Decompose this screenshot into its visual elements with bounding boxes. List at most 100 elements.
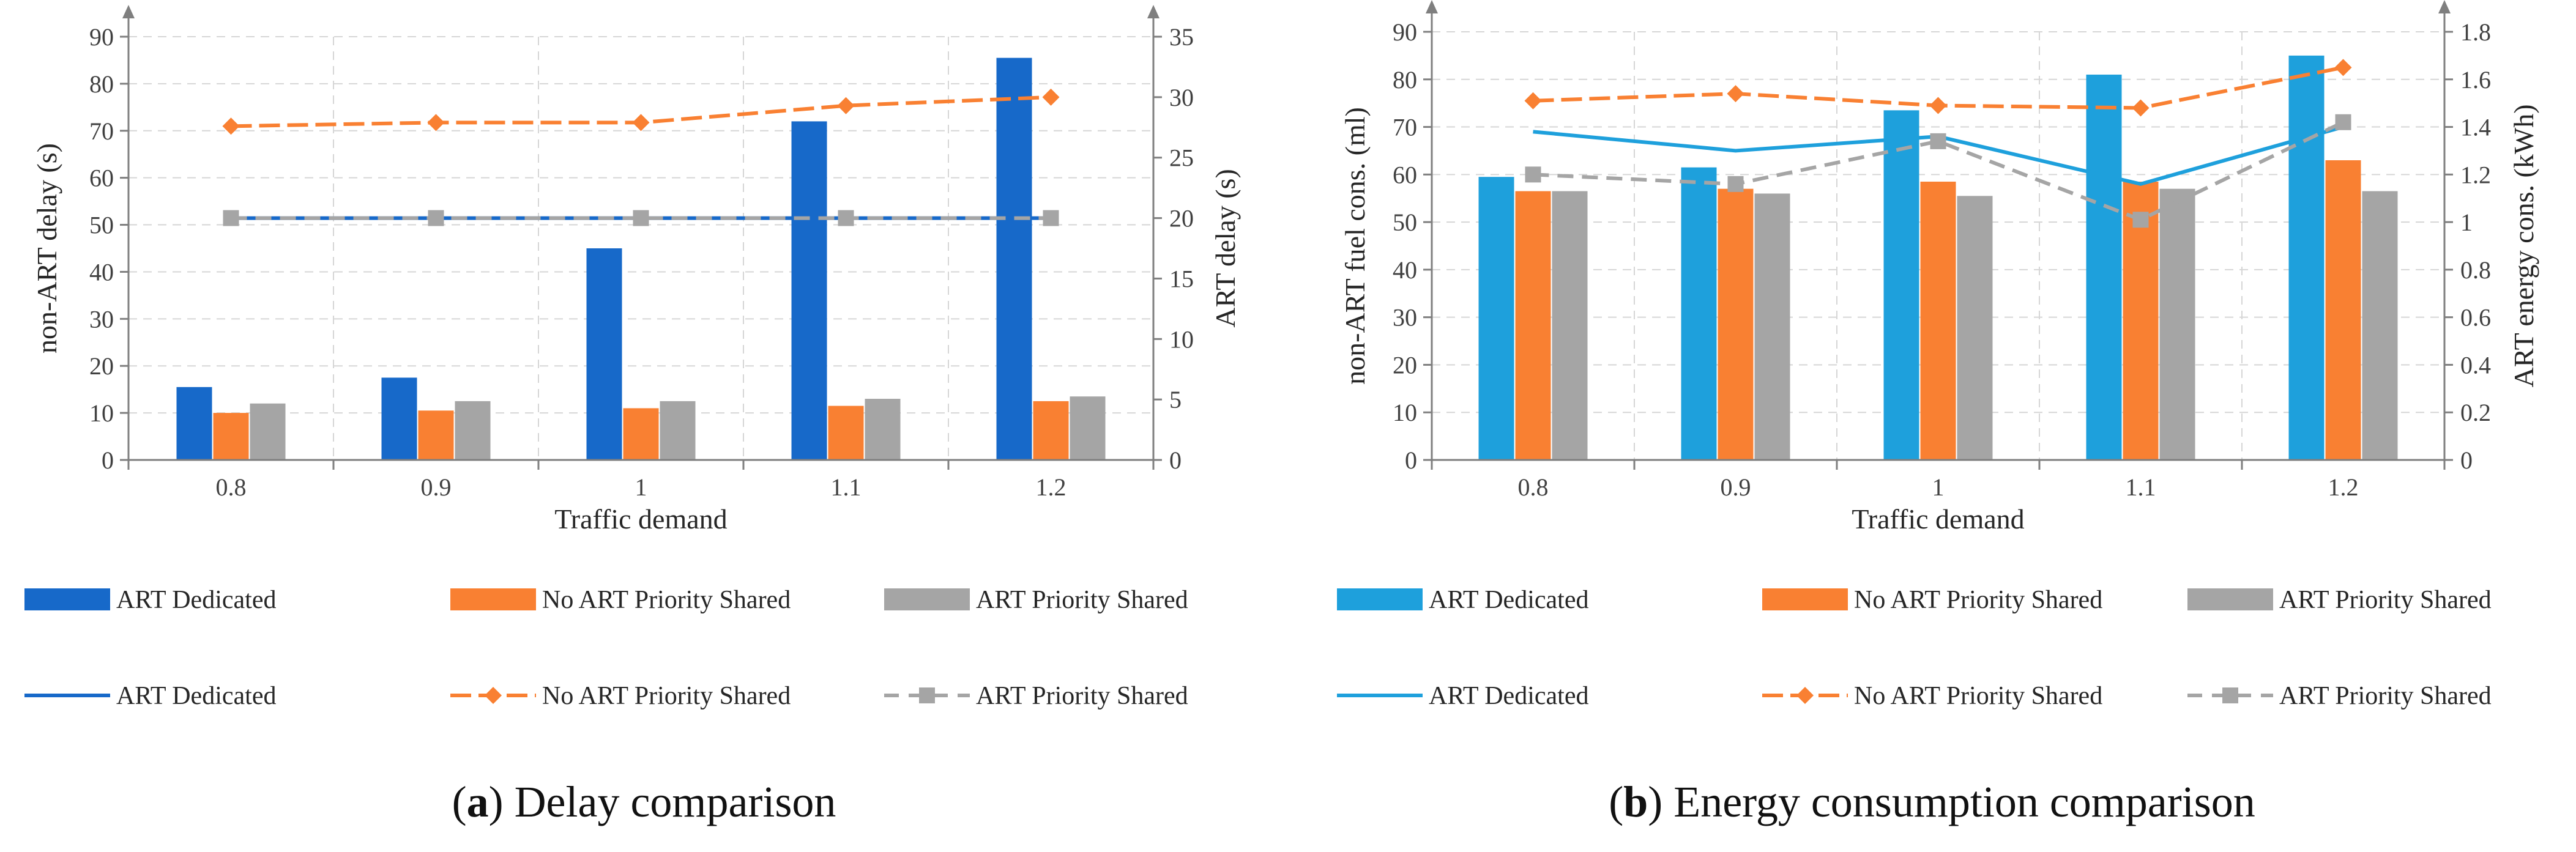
c0-y-tick-label: 60 (89, 165, 114, 192)
c0-bar-dedicated (792, 121, 827, 460)
c0-y2-tick-label: 5 (1169, 386, 1182, 413)
c0-line-no-priority-marker (223, 117, 240, 135)
c0-legend-line-label: ART Priority Shared (976, 682, 1188, 710)
c1-y-tick-label: 80 (1393, 66, 1417, 94)
caption-b-label: b (1623, 777, 1648, 826)
c1-bar-no-priority (1516, 191, 1551, 460)
c0-y-tick-label: 50 (89, 212, 114, 239)
c0-legend-line-label: No ART Priority Shared (542, 682, 791, 710)
c0-legend-bar-swatch (24, 588, 110, 610)
c0-line-no-priority-marker (1043, 89, 1060, 106)
c1-y2-tick-label: 1.4 (2460, 114, 2491, 141)
c1-x-tick-label: 1.2 (2328, 473, 2359, 501)
caption-b-text: Energy consumption comparison (1673, 777, 2255, 826)
c0-bar-no-priority (1033, 401, 1069, 460)
c1-bar-dedicated (1681, 168, 1717, 460)
c1-line-no-priority-marker (2132, 99, 2150, 116)
c1-bar-dedicated (2086, 75, 2122, 460)
c0-y2-axis-arrow-icon (1147, 5, 1160, 18)
c0-legend-bar-swatch (884, 588, 970, 610)
c0-y-tick-label: 80 (89, 70, 114, 98)
caption-a-label: a (467, 777, 489, 826)
c0-legend-bar-swatch (450, 588, 536, 610)
c0-y-tick-label: 0 (102, 446, 114, 474)
c1-y2-tick-label: 1.6 (2460, 66, 2491, 94)
c0-line-priority-marker (838, 210, 854, 226)
chart-a: 0 10 20 30 40 50 60 70 80 90 0 5 10 15 20 25 30 35 0.8 0.9 1… (0, 0, 1288, 771)
c1-y-tick-label: 60 (1393, 161, 1417, 188)
c1-y2-axis-title: ART energy cons. (kWh) (2508, 104, 2539, 387)
c1-legend-line-label: No ART Priority Shared (1854, 682, 2102, 710)
c0-y-tick-label: 40 (89, 258, 114, 286)
c1-y-axis-arrow-icon (1426, 0, 1438, 13)
c1-line-no-priority-marker (1930, 97, 1947, 114)
c1-bar-priority (2362, 191, 2398, 460)
c1-legend-bar-swatch (2187, 588, 2273, 610)
c0-y2-tick-label: 30 (1169, 84, 1194, 111)
c1-bar-dedicated (1479, 177, 1514, 460)
c0-legend-bar-label: ART Priority Shared (976, 586, 1188, 614)
c0-bar-priority (1070, 396, 1106, 460)
c1-legend-bar-label: No ART Priority Shared (1854, 586, 2102, 614)
c1-y-tick-label: 0 (1405, 446, 1417, 474)
c1-legend-line-marker (2222, 687, 2238, 703)
c0-line-no-priority-marker (633, 114, 650, 131)
c0-y-tick-label: 90 (89, 23, 114, 51)
c0-y-axis-arrow-icon (122, 5, 135, 18)
c0-bar-priority (250, 404, 286, 460)
c0-bar-no-priority (419, 410, 454, 460)
c1-line-priority-marker (1728, 176, 1744, 192)
c1-x-tick-label: 0.8 (1518, 473, 1549, 501)
c1-bar-no-priority (1718, 189, 1754, 460)
c0-bar-priority (660, 401, 696, 460)
c0-y2-tick-label: 15 (1169, 265, 1194, 292)
c0-line-priority-marker (223, 210, 239, 226)
c0-legend-bar-label: ART Dedicated (116, 586, 276, 614)
c1-y-tick-label: 30 (1393, 304, 1417, 332)
c0-legend-bar-label: No ART Priority Shared (542, 586, 791, 614)
c0-y2-tick-label: 20 (1169, 205, 1194, 232)
c1-line-no-priority-marker (1525, 92, 1542, 109)
c0-y-tick-label: 10 (89, 399, 114, 427)
caption-a-text: Delay comparison (515, 777, 836, 826)
c1-y-axis-title: non-ART fuel cons. (ml) (1339, 107, 1371, 385)
c0-line-no-priority-marker (838, 97, 855, 114)
c1-line-no-priority-marker (1727, 85, 1744, 102)
c1-y2-axis-arrow-icon (2438, 0, 2451, 13)
c1-line-priority-marker (2336, 114, 2351, 130)
c1-y-tick-label: 20 (1393, 351, 1417, 379)
c1-bar-dedicated (1884, 110, 1919, 460)
panel-a: 0 10 20 30 40 50 60 70 80 90 0 5 10 15 20 25 30 35 0.8 0.9 1… (0, 0, 1288, 852)
c0-x-tick-label: 0.9 (421, 473, 452, 501)
c1-y2-tick-label: 0.4 (2460, 351, 2491, 379)
c1-bar-priority (2160, 189, 2195, 460)
c1-bar-no-priority (2326, 160, 2361, 460)
c1-line-priority-marker (2133, 212, 2149, 228)
c1-x-tick-label: 0.9 (1721, 473, 1751, 501)
c0-legend-line-marker (919, 687, 935, 703)
c0-y2-tick-label: 10 (1169, 325, 1194, 353)
c0-legend-line-marker (485, 687, 502, 704)
c1-y-tick-label: 70 (1393, 114, 1417, 141)
c1-y-tick-label: 50 (1393, 209, 1417, 236)
c1-legend-bar-swatch (1762, 588, 1848, 610)
c1-y2-tick-label: 0 (2460, 446, 2473, 474)
c0-bar-dedicated (177, 387, 212, 460)
c1-bar-priority (1755, 193, 1790, 460)
c0-y-axis-title: non-ART delay (s) (31, 143, 62, 354)
c0-x-tick-label: 1.2 (1036, 473, 1067, 501)
c0-bar-dedicated (997, 58, 1032, 460)
c0-x-axis-title: Traffic demand (554, 503, 727, 535)
c0-bar-priority (455, 401, 491, 460)
c1-bar-priority (1957, 196, 1993, 460)
c1-line-priority-marker (1525, 166, 1541, 182)
panel-b: 0 10 20 30 40 50 60 70 80 90 0 0.2 0.4 0.6 0.8 1 1.2 1.4 1… (1288, 0, 2576, 852)
c0-y-tick-label: 70 (89, 117, 114, 145)
c0-y2-tick-label: 0 (1169, 446, 1182, 474)
c1-y-tick-label: 40 (1393, 256, 1417, 284)
c1-y2-tick-label: 0.2 (2460, 399, 2491, 426)
caption-b: (b) Energy consumption comparison (1288, 777, 2576, 828)
c0-line-priority-marker (428, 210, 444, 226)
c0-bar-dedicated (587, 248, 622, 460)
c1-x-axis-title: Traffic demand (1852, 503, 2024, 535)
